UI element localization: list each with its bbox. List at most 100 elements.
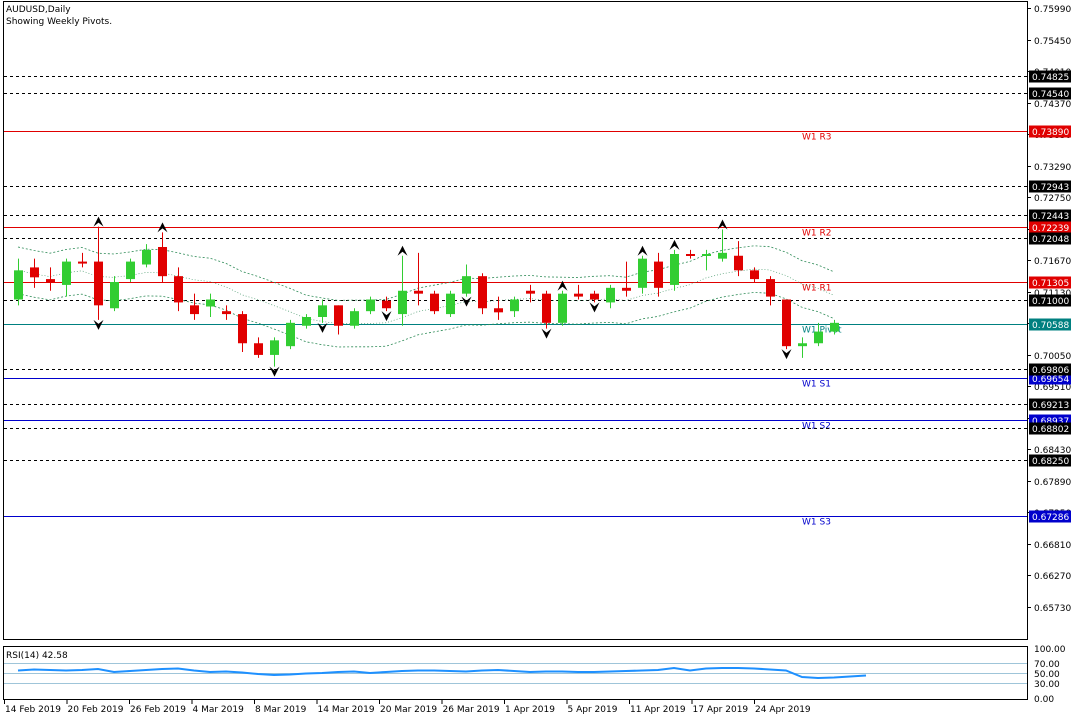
y-tick-label: 0.68430 bbox=[1034, 446, 1071, 456]
price-tag-text: 0.69213 bbox=[1032, 401, 1069, 411]
price-tag-bg bbox=[1029, 221, 1071, 234]
price-tag-bg bbox=[1029, 454, 1071, 467]
x-tick-label: 24 Apr 2019 bbox=[755, 705, 811, 715]
x-tick-label: 14 Feb 2019 bbox=[5, 705, 61, 715]
pivot-label: W1 S3 bbox=[802, 518, 831, 528]
price-tag-text: 0.72048 bbox=[1032, 235, 1069, 245]
rsi-tick-label: 70.00 bbox=[1034, 660, 1060, 670]
candle-bear bbox=[542, 293, 551, 323]
fractal-down-arrow bbox=[381, 311, 392, 322]
price-tag-text: 0.69654 bbox=[1032, 375, 1069, 385]
main-panel-frame bbox=[3, 1, 1028, 640]
x-tick-label: 11 Apr 2019 bbox=[630, 705, 686, 715]
fractal-up-arrow bbox=[157, 222, 168, 233]
candle-bear bbox=[750, 270, 759, 280]
candle-bear bbox=[238, 314, 247, 344]
rsi-label: RSI(14) 42.58 bbox=[6, 651, 68, 661]
time-axis: 14 Feb 2019 20 Feb 2019 26 Feb 2019 4 Mar 2… bbox=[4, 700, 811, 715]
pivot-label: W1 R1 bbox=[802, 284, 831, 294]
chart-title: AUDUSD,Daily bbox=[6, 5, 71, 15]
x-tick-label: 26 Mar 2019 bbox=[443, 705, 500, 715]
candle-bull bbox=[126, 261, 135, 280]
price-tag-text: 0.72443 bbox=[1032, 212, 1069, 222]
candle-bull bbox=[670, 254, 679, 285]
y-tick-label: 0.70050 bbox=[1034, 352, 1071, 362]
price-tag-bg bbox=[1029, 398, 1071, 411]
candle-bear bbox=[334, 305, 343, 326]
fractal-down-arrow bbox=[93, 319, 104, 330]
fractal-up-arrow bbox=[717, 219, 728, 230]
price-tags: 0.73890 0.72239 0.71305 0.70588 0.69654 0.689… bbox=[1029, 70, 1071, 523]
x-tick-label: 26 Feb 2019 bbox=[130, 705, 186, 715]
candle-bear bbox=[222, 311, 231, 315]
fractal-down-arrow bbox=[589, 302, 600, 313]
y-tick-label: 0.75990 bbox=[1034, 5, 1071, 15]
candle-bear bbox=[478, 276, 487, 309]
price-tag-bg bbox=[1029, 70, 1071, 83]
fractal-down-arrow bbox=[781, 349, 792, 360]
candle-bear bbox=[686, 254, 695, 256]
candle-bear bbox=[190, 305, 199, 315]
candle-bear bbox=[78, 261, 87, 264]
fractal-up-arrow bbox=[669, 239, 680, 250]
x-tick-label: 14 Mar 2019 bbox=[318, 705, 375, 715]
candle-bull bbox=[446, 293, 455, 315]
fractal-down-arrow bbox=[269, 366, 280, 377]
x-tick-label: 1 Apr 2019 bbox=[505, 705, 555, 715]
price-tag-bg bbox=[1029, 422, 1071, 435]
candle-bull bbox=[318, 305, 327, 317]
rsi-tick-label: 0.00 bbox=[1034, 695, 1054, 705]
y-tick-label: 0.71670 bbox=[1034, 257, 1071, 267]
x-tick-label: 17 Apr 2019 bbox=[693, 705, 749, 715]
candle-bear bbox=[174, 276, 183, 303]
y-tick-label: 0.67890 bbox=[1034, 478, 1071, 488]
y-tick-label: 0.65730 bbox=[1034, 604, 1071, 614]
price-tag-text: 0.71000 bbox=[1032, 297, 1069, 307]
pivot-label: W1 R3 bbox=[802, 133, 831, 143]
pivot-lines: W1 R3 W1 R2 W1 R1 W1 Pivot W1 S1 W1 S2 W1 S3 bbox=[4, 76, 1027, 528]
y-tick-label: 0.72750 bbox=[1034, 194, 1071, 204]
price-tag-bg bbox=[1029, 232, 1071, 245]
pivot-label: W1 S1 bbox=[802, 380, 831, 390]
envelope-bands bbox=[17, 245, 835, 348]
price-tag-bg bbox=[1029, 87, 1071, 100]
fractal-up-arrow bbox=[397, 245, 408, 256]
candle-bull bbox=[110, 282, 119, 309]
y-tick-label: 0.75450 bbox=[1034, 37, 1071, 47]
pivot-label: W1 Pivot bbox=[802, 326, 842, 336]
candle-bull bbox=[398, 290, 407, 315]
price-tag-bg bbox=[1029, 180, 1071, 193]
candle-bull bbox=[606, 287, 615, 303]
y-tick-label: 0.66810 bbox=[1034, 541, 1071, 551]
candle-bull bbox=[366, 299, 375, 312]
candle-bull bbox=[62, 261, 71, 285]
candle-bull bbox=[510, 299, 519, 312]
fractal-up-arrow bbox=[93, 216, 104, 227]
candle-bear bbox=[622, 287, 631, 291]
candle-bull bbox=[638, 258, 647, 288]
x-tick-label: 20 Feb 2019 bbox=[68, 705, 124, 715]
candle-bull bbox=[558, 293, 567, 323]
rsi-tick-label: 50.00 bbox=[1034, 670, 1060, 680]
candle-bull bbox=[718, 252, 727, 259]
price-tag-bg bbox=[1029, 125, 1071, 138]
candle-bear bbox=[590, 293, 599, 300]
price-tag-text: 0.72943 bbox=[1032, 183, 1069, 193]
y-tick-label: 0.74370 bbox=[1034, 100, 1071, 110]
price-tag-bg bbox=[1029, 294, 1071, 307]
candle-bull bbox=[142, 249, 151, 265]
envelope-upper bbox=[17, 245, 835, 301]
candlesticks bbox=[14, 226, 839, 367]
candle-bull bbox=[286, 322, 295, 347]
x-tick-label: 5 Apr 2019 bbox=[568, 705, 618, 715]
candle-bear bbox=[382, 300, 391, 309]
fractal-down-arrow bbox=[317, 322, 328, 333]
candle-bear bbox=[46, 279, 55, 282]
y-tick-label: 0.71130 bbox=[1034, 289, 1071, 299]
fractal-up-arrow bbox=[557, 280, 568, 291]
y-tick-label: 0.73290 bbox=[1034, 163, 1071, 173]
pivot-label: W1 R2 bbox=[802, 229, 831, 239]
x-tick-label: 8 Mar 2019 bbox=[255, 705, 307, 715]
